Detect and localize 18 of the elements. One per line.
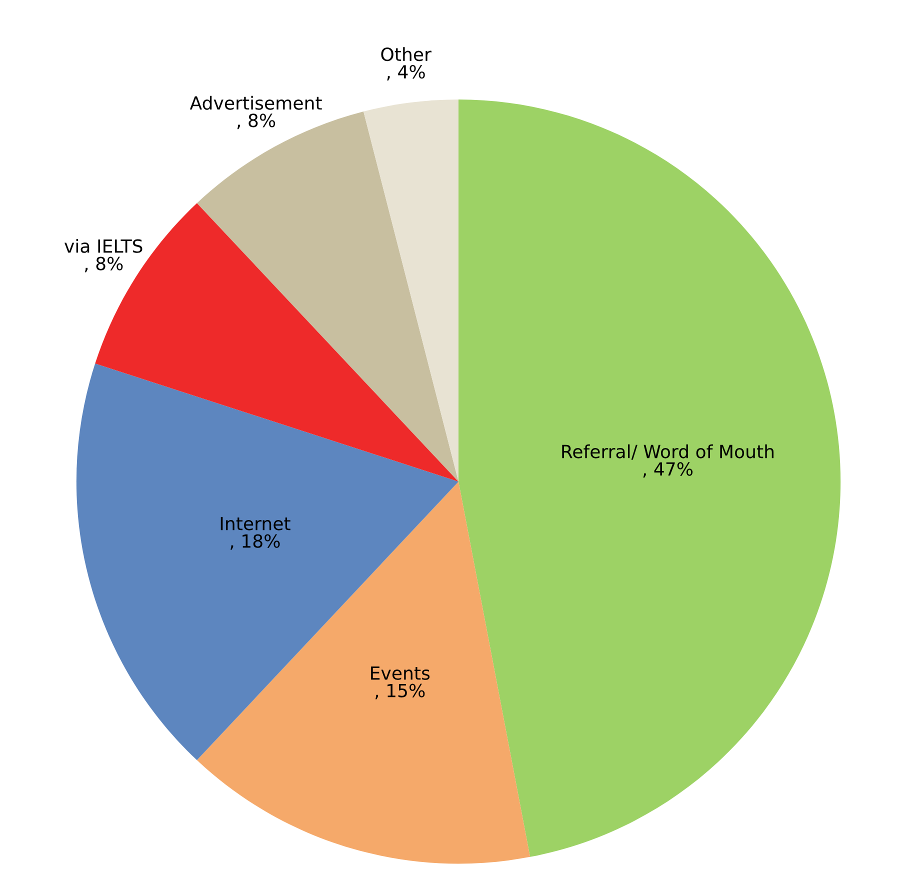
slice-label: Advertisement: [190, 96, 322, 110]
pie-slice: [196, 482, 530, 864]
pie-slice: [458, 100, 840, 857]
pie-slice: [95, 203, 458, 482]
slice-label: Other: [381, 47, 432, 62]
data-label: , 4%: [387, 64, 425, 80]
pie-slice: [76, 364, 458, 760]
data-label: , 8%: [237, 114, 276, 130]
data-label: , 47%: [643, 462, 693, 478]
pie-slice: [196, 112, 458, 482]
slice-label: via IELTS: [64, 238, 142, 253]
data-label: , 8%: [84, 256, 123, 272]
pie-slice: [363, 100, 458, 482]
data-label: , 18%: [230, 534, 280, 550]
slice-label: Referral/ Word of Mouth: [562, 444, 774, 460]
slice-label: Events: [371, 666, 430, 680]
data-label: , 15%: [375, 684, 425, 700]
slice-label: Internet: [220, 516, 290, 530]
